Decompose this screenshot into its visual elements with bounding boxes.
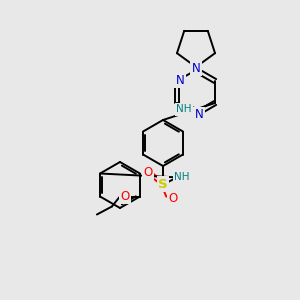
Text: N: N [176,74,184,86]
Text: N: N [195,109,203,122]
Text: O: O [168,193,178,206]
Text: NH: NH [176,104,192,115]
Text: O: O [143,166,153,178]
Text: N: N [192,61,200,74]
Text: O: O [120,190,130,203]
Text: S: S [158,178,168,190]
Text: NH: NH [174,172,190,182]
